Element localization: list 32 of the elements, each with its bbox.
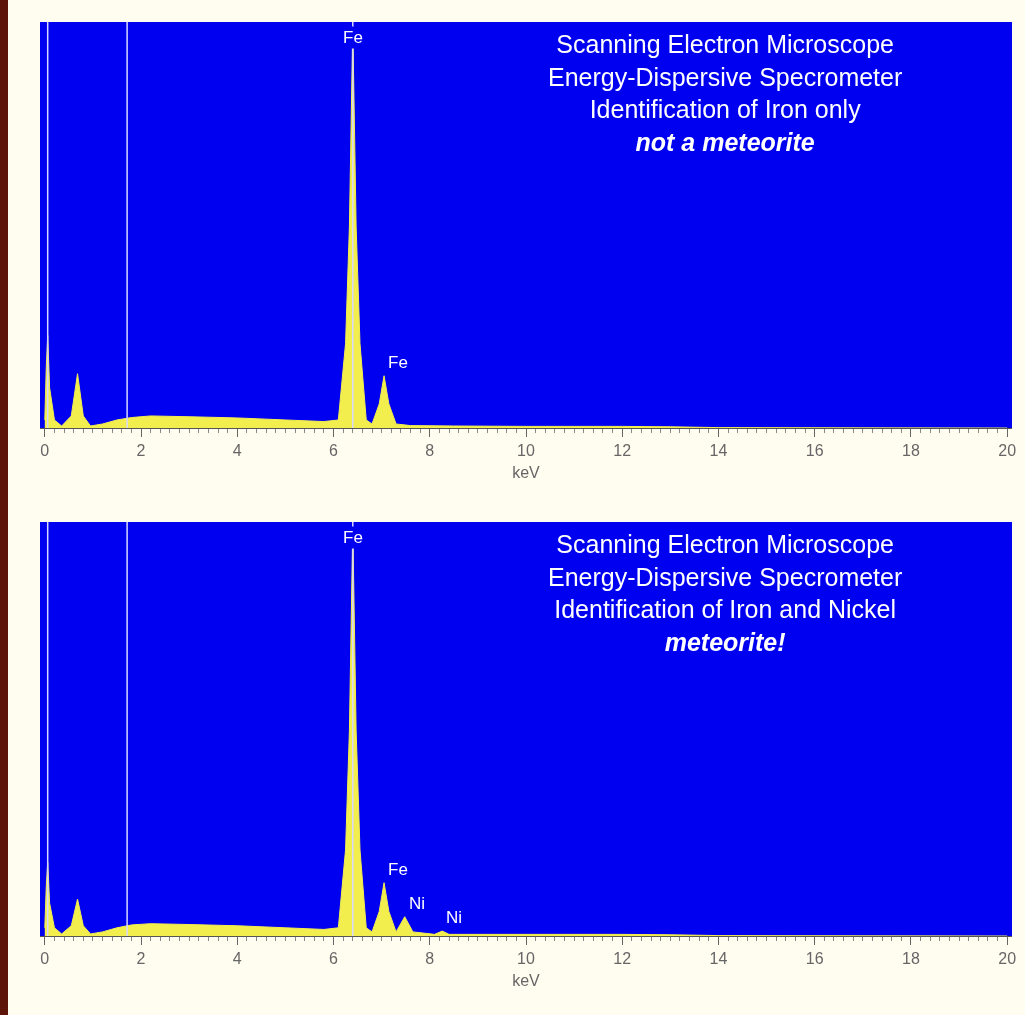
x-tick-label: 8 [425, 442, 435, 460]
x-tick-label: 14 [709, 950, 728, 968]
x-tick-label: 6 [329, 442, 339, 460]
x-tick-label: 10 [517, 442, 535, 460]
text: meteorite! [664, 627, 786, 656]
annotation: Fe [343, 28, 363, 47]
x-tick-label: 18 [902, 442, 920, 460]
text: not a meteorite [635, 127, 815, 156]
annotation: Fe [343, 528, 363, 547]
x-tick-label: 0 [40, 442, 50, 460]
x-tick-label: 12 [613, 950, 632, 968]
x-tick-label: 16 [805, 950, 824, 968]
x-tick-label: 20 [998, 442, 1017, 460]
x-tick-label: 16 [805, 442, 824, 460]
x-tick-label: 0 [40, 950, 50, 968]
annotation: Fe [388, 860, 408, 879]
x-tick-label: 18 [902, 950, 920, 968]
x-tick-label: 8 [425, 950, 435, 968]
x-tick-label: 12 [613, 442, 632, 460]
x-tick-label: 4 [232, 442, 242, 460]
x-tick-label: 10 [517, 950, 535, 968]
x-tick-label: 14 [709, 442, 728, 460]
x-tick-label: 20 [998, 950, 1017, 968]
x-axis-title: keV [512, 971, 541, 989]
x-tick-label: 4 [232, 950, 242, 968]
annotation: Ni [446, 908, 463, 927]
annotation: Fe [388, 353, 408, 372]
x-tick-label: 2 [136, 950, 146, 968]
annotation: Ni [409, 894, 426, 913]
x-tick-label: 6 [329, 950, 339, 968]
x-tick-label: 2 [136, 442, 146, 460]
x-axis-title: keV [512, 463, 541, 481]
